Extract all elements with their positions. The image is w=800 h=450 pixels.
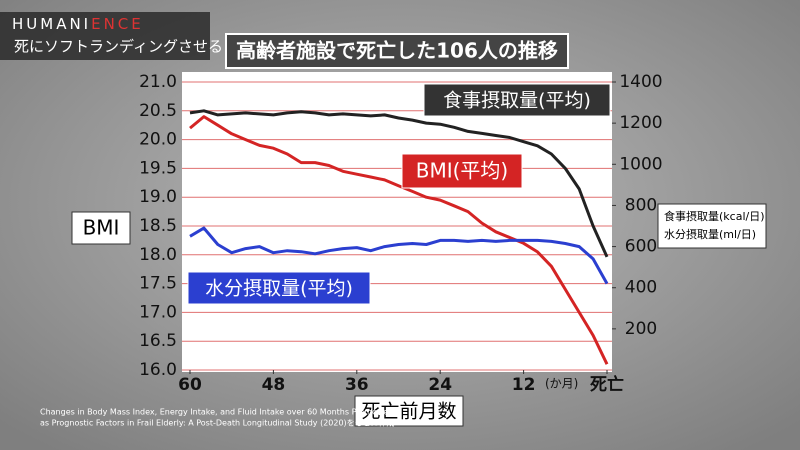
y2-axis-label: 食事摂取量(kcal/日) xyxy=(664,209,765,223)
y2-tick-label: 200 xyxy=(625,319,657,339)
y2-tick-label: 1400 xyxy=(619,72,662,92)
legend-box xyxy=(187,271,371,305)
logo: HUMANIENCE xyxy=(12,15,144,33)
ylabel-box xyxy=(71,211,131,245)
x-unit: (か月) xyxy=(545,377,578,391)
y-tick-label: 21.0 xyxy=(139,72,177,92)
y2label-box xyxy=(657,203,767,249)
title-box xyxy=(225,33,569,69)
chart-title: 高齢者施設で死亡した106人の推移 xyxy=(236,39,558,63)
y-tick-label: 16.0 xyxy=(139,360,177,380)
y-tick-label: 18.5 xyxy=(139,216,177,236)
plot-area xyxy=(182,72,612,372)
legend-box xyxy=(423,83,611,117)
y-tick-label: 19.5 xyxy=(139,158,177,178)
y2-tick-label: 1200 xyxy=(619,113,662,133)
y-tick-label: 18.0 xyxy=(139,245,177,265)
x-axis-label: 死亡前月数 xyxy=(361,401,456,423)
y-tick-label: 16.5 xyxy=(139,331,177,351)
y-tick-label: 20.0 xyxy=(139,130,177,150)
y-tick-label: 19.0 xyxy=(139,187,177,207)
legend-label: 食事摂取量(平均) xyxy=(443,90,591,112)
y2-tick-label: 1000 xyxy=(619,154,662,174)
subtitle: 死にソフトランディングさせる xyxy=(14,38,223,56)
x-tick-label: 60 xyxy=(178,375,202,395)
legend-label: BMI(平均) xyxy=(416,159,508,183)
y2-axis-label: 水分摂取量(ml/日) xyxy=(664,227,756,241)
legend-box xyxy=(401,153,523,189)
x-tick-label: 12 xyxy=(512,375,536,395)
x-tick-label: 24 xyxy=(428,375,452,395)
xlabel-box xyxy=(354,395,464,427)
x-tick-label: 36 xyxy=(345,375,369,395)
y-axis-label: BMI xyxy=(83,216,120,240)
source: Changes in Body Mass Index, Energy Intak… xyxy=(40,408,396,417)
y2-tick-label: 800 xyxy=(625,195,657,215)
y2-tick-label: 600 xyxy=(625,237,657,257)
series-line xyxy=(189,109,609,258)
series-line xyxy=(189,115,609,365)
x-tick-label: 48 xyxy=(262,375,286,395)
logo-box xyxy=(0,12,210,60)
source: as Prognostic Factors in Frail Elderly: … xyxy=(40,418,395,428)
x-tick-label: 死亡 xyxy=(590,374,624,395)
y2-tick-label: 400 xyxy=(625,278,657,298)
series-line xyxy=(189,226,609,285)
legend-label: 水分摂取量(平均) xyxy=(205,278,353,300)
y-tick-label: 20.5 xyxy=(139,101,177,121)
y-tick-label: 17.0 xyxy=(139,302,177,322)
y-tick-label: 17.5 xyxy=(139,274,177,294)
